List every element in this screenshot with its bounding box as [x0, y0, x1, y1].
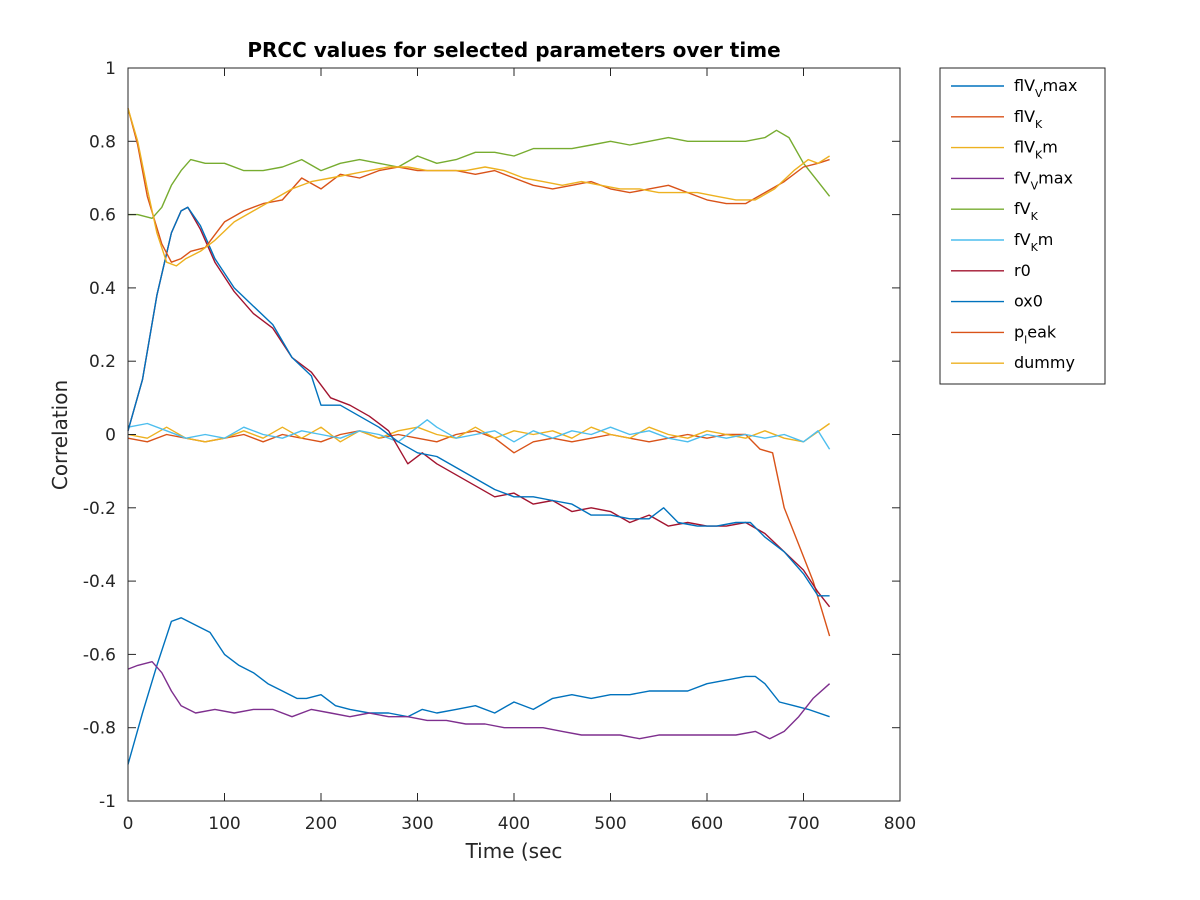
legend-entry-7: ox0 [1014, 292, 1043, 311]
legend-entry-1: flVK [1014, 107, 1043, 131]
x-axis-label: Time (sec [465, 839, 563, 863]
legend-entry-8: pleak [1014, 322, 1057, 346]
series-line-5 [127, 419, 831, 450]
x-tick-label: 100 [208, 814, 240, 834]
y-axis-label: Correlation [48, 380, 72, 490]
series-layer [127, 108, 831, 765]
y-tick-label: 0.6 [89, 206, 116, 226]
series-line-7 [127, 206, 830, 597]
y-tick-label: 0.2 [89, 352, 116, 372]
legend-entry-6: r0 [1014, 261, 1031, 280]
y-tick-label: -0.8 [83, 719, 116, 739]
series-line-3 [127, 661, 831, 740]
x-tick-label: 200 [305, 814, 337, 834]
x-tick-label: 400 [498, 814, 530, 834]
ticks-layer: 0 100 200 300 400 500 600 700 800 -1 -0.8 -0.6 -0.4 -… [83, 59, 916, 834]
legend-box [939, 67, 1106, 385]
series-line-2 [127, 422, 831, 443]
legend-entry-2: flVKm [1014, 138, 1058, 162]
y-tick-label: -0.6 [83, 645, 116, 665]
x-tick-label: 700 [787, 814, 819, 834]
legend-entry-5: fVKm [1014, 230, 1053, 254]
y-tick-label: 1 [105, 59, 116, 79]
chart-title: PRCC values for selected parameters over… [247, 38, 780, 62]
legend-entry-9: dummy [1014, 353, 1075, 372]
x-tick-label: 600 [691, 814, 723, 834]
legend-entry-4: fVK [1014, 199, 1039, 223]
x-tick-label: 500 [594, 814, 626, 834]
series-line-0 [127, 617, 830, 765]
x-tick-label: 300 [401, 814, 433, 834]
y-tick-label: -0.2 [83, 499, 116, 519]
x-tick-label: 0 [123, 814, 134, 834]
y-tick-label: -1 [99, 792, 116, 812]
legend-entry-3: fVVmax [1014, 168, 1073, 192]
legend-entry-0: flVVmax [1014, 76, 1077, 100]
y-tick-label: 0 [105, 426, 116, 446]
y-tick-label: 0.4 [89, 279, 116, 299]
x-tick-label: 800 [884, 814, 916, 834]
legend: flVVmax flVK flVKm fVVmax fVK fVKm r0 ox0 pleak d… [939, 67, 1106, 385]
series-line-4 [128, 129, 831, 219]
series-line-9 [127, 108, 830, 267]
y-tick-label: -0.4 [83, 572, 116, 592]
y-tick-label: 0.8 [89, 132, 116, 152]
